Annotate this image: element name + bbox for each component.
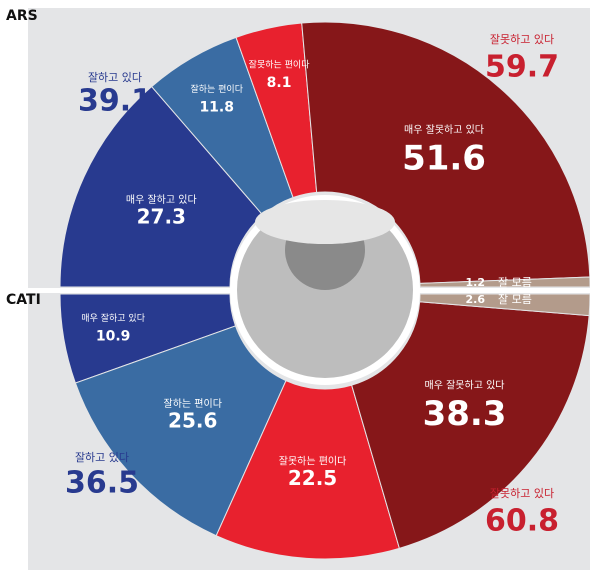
value-label: 8.1	[267, 75, 292, 91]
chart-title: ARS	[6, 8, 38, 24]
slice	[215, 379, 401, 560]
value-label: 22.5	[288, 466, 337, 490]
value-label: 11.8	[199, 99, 234, 115]
summary-label: 잘못하고 있다	[490, 32, 554, 46]
summary-value: 60.8	[485, 504, 559, 539]
category-label: 매우 잘하고 있다	[81, 312, 145, 324]
summary-label: 잘하고 있다	[88, 70, 142, 84]
category-label: 잘하는 편이다	[190, 83, 243, 95]
value-label: 38.3	[423, 394, 507, 434]
value-label: 1.2	[466, 276, 486, 289]
category-label: 매우 잘못하고 있다	[404, 123, 484, 136]
value-label: 2.6	[466, 293, 486, 306]
summary-label: 잘하고 있다	[75, 450, 129, 464]
slice	[419, 276, 590, 288]
category-label: 잘못하는 편이다	[249, 58, 311, 70]
category-label: 매우 잘하고 있다	[126, 193, 197, 206]
slice	[59, 85, 264, 288]
chart-title: CATI	[6, 292, 41, 308]
value-label: 10.9	[96, 329, 131, 345]
value-label: 51.6	[402, 138, 486, 178]
summary-value: 59.7	[485, 50, 559, 85]
slice	[301, 21, 590, 284]
slice	[74, 325, 287, 537]
slice	[419, 293, 590, 317]
category-label: 잘하는 편이다	[164, 397, 222, 410]
summary-value: 39.1	[78, 84, 152, 119]
category-label: 매우 잘못하고 있다	[425, 379, 505, 392]
slice	[351, 301, 590, 549]
category-label: 잘 모름	[498, 293, 532, 306]
value-label: 27.3	[137, 205, 186, 229]
photo-hat	[255, 200, 395, 244]
summary-value: 36.5	[65, 466, 139, 501]
summary-label: 잘못하고 있다	[490, 486, 554, 500]
value-label: 25.6	[168, 409, 217, 433]
category-label: 잘못하는 편이다	[279, 455, 347, 468]
category-label: 잘 모름	[498, 276, 532, 289]
